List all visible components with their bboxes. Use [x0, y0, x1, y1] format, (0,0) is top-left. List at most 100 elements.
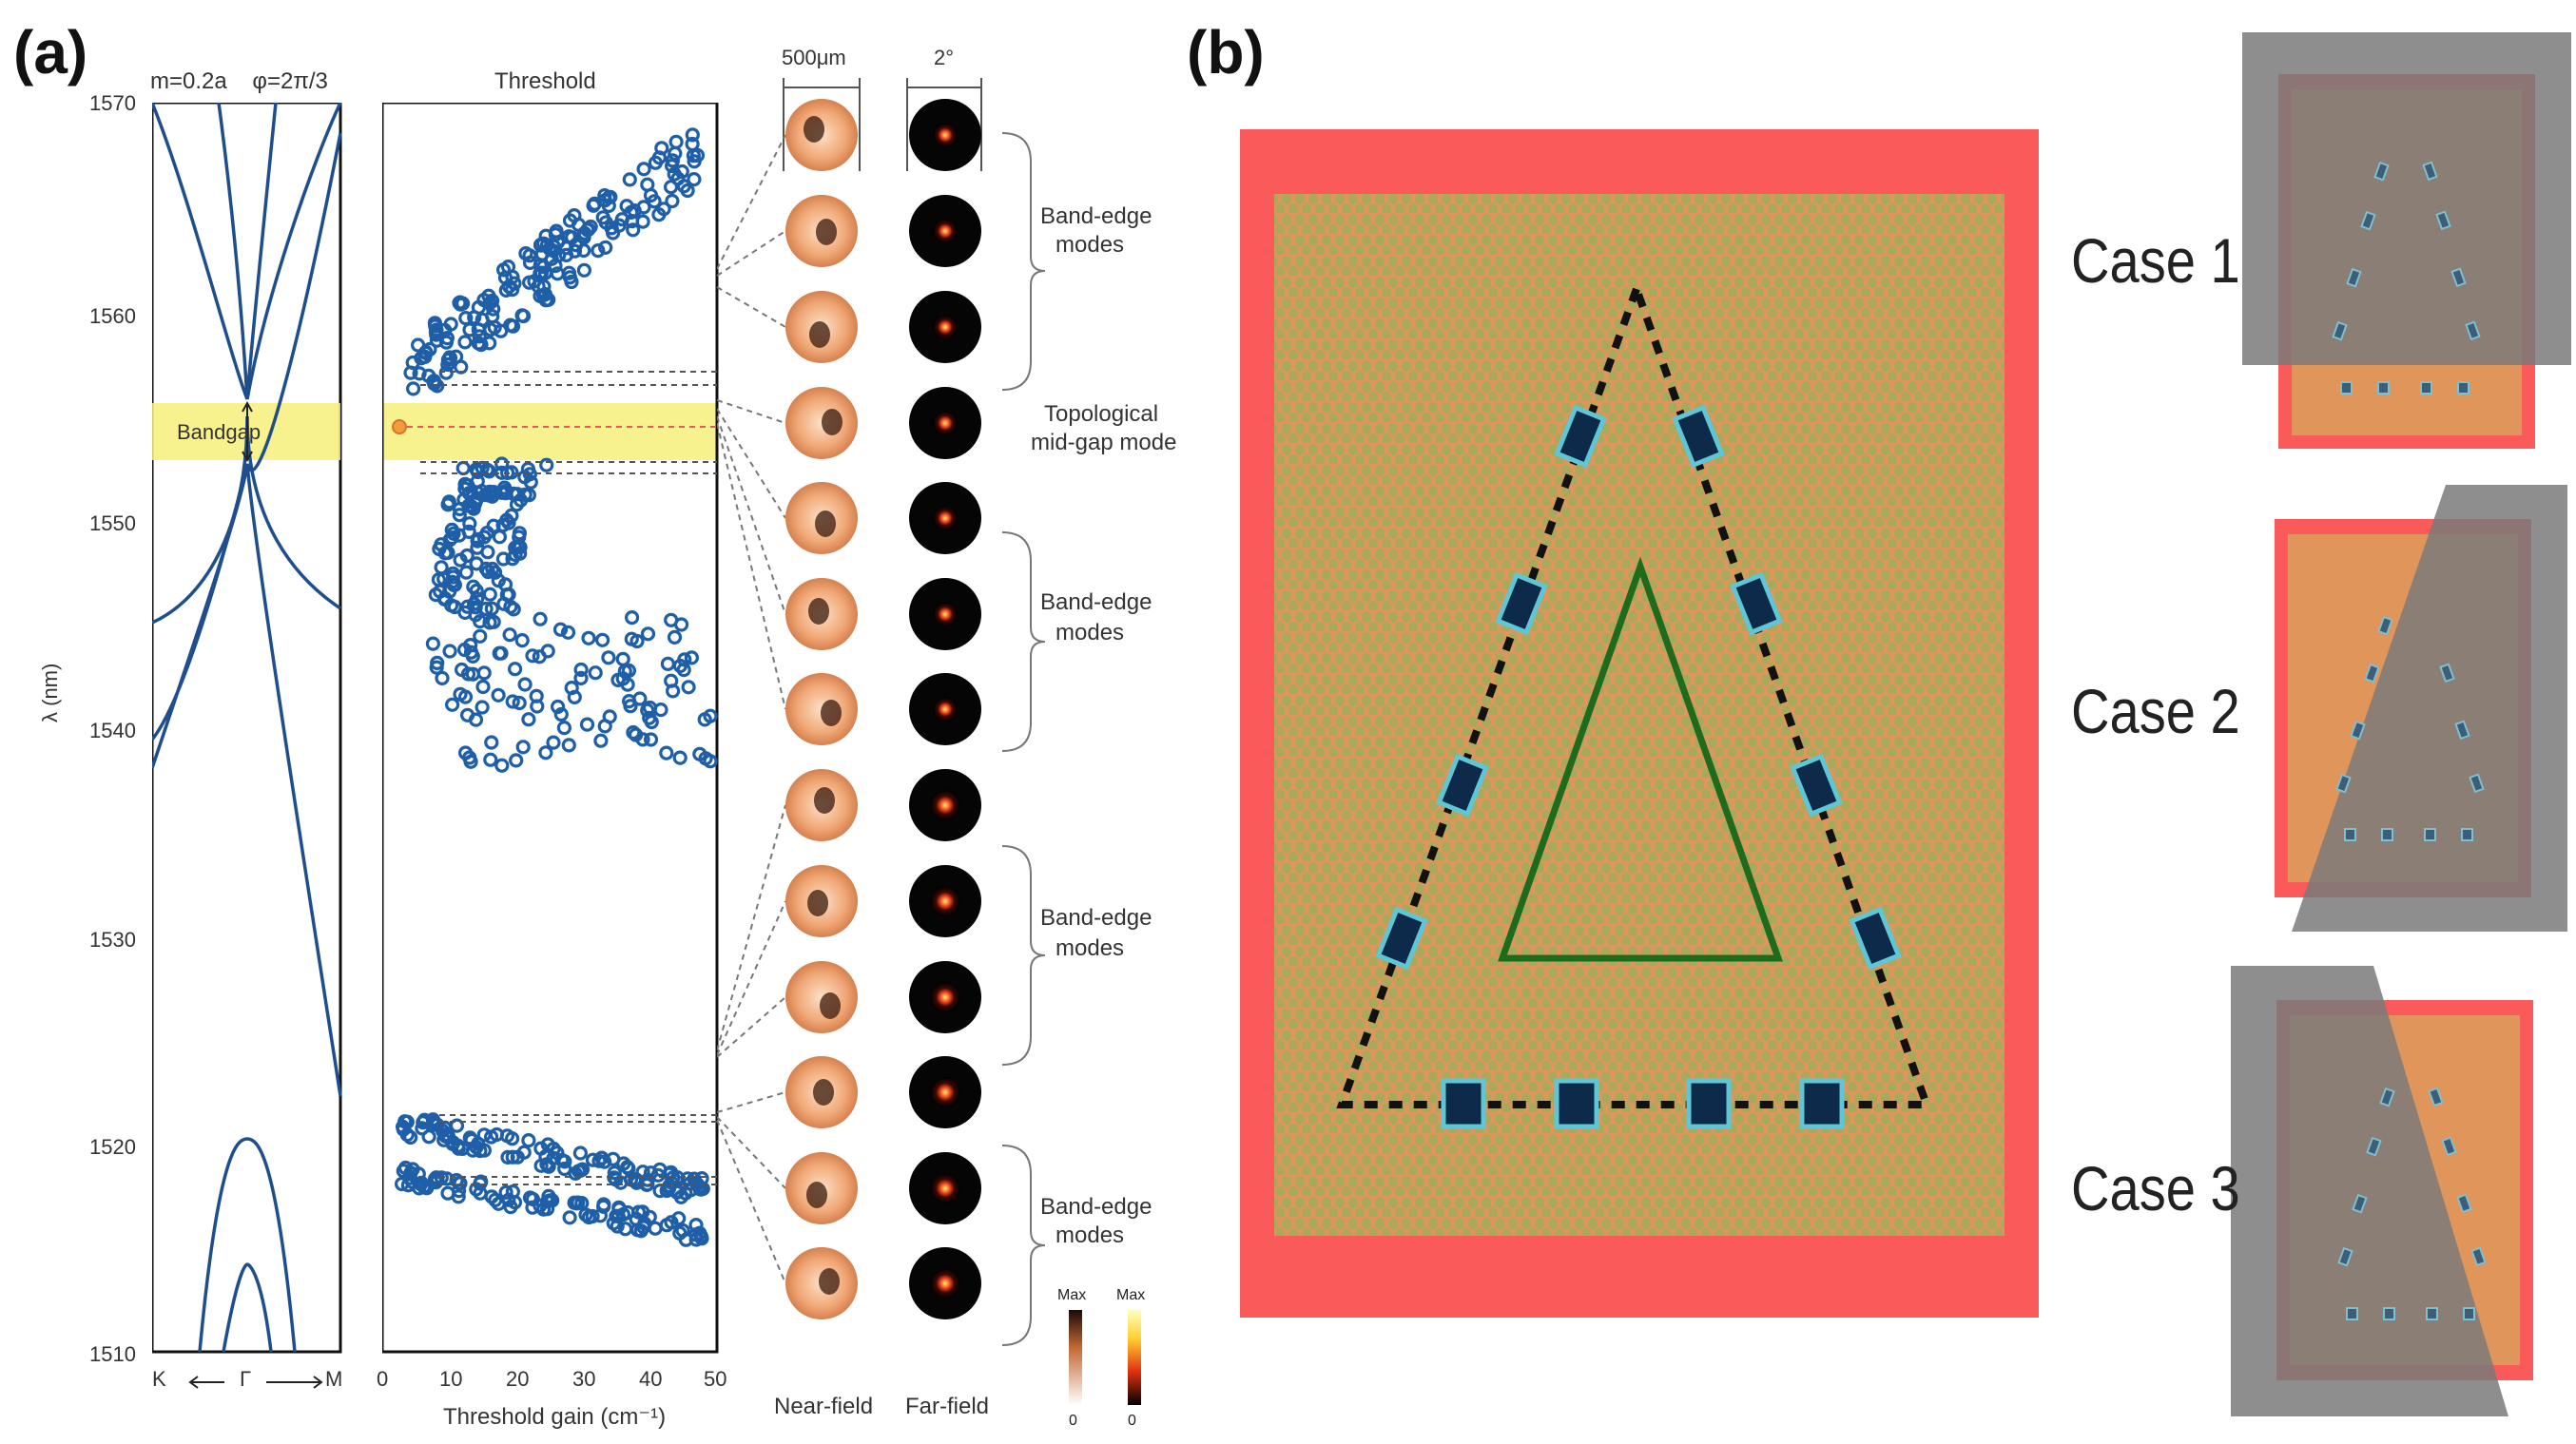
k-label: K: [152, 1367, 166, 1391]
scatter-point: [546, 243, 561, 259]
scatter-point: [625, 609, 640, 626]
scatter-point: [484, 601, 499, 616]
scatter-point: [576, 242, 591, 259]
scatter-point: [556, 720, 571, 736]
case-3-thumbnail: [2231, 966, 2533, 1416]
scatter-point: [494, 758, 510, 773]
scatter-point: [470, 464, 486, 480]
scatter-point: [452, 1175, 467, 1191]
scatter-point: [457, 689, 474, 704]
scatter-point: [500, 1149, 515, 1165]
mode-connector: [717, 230, 786, 277]
scatter-point: [427, 1117, 442, 1132]
scatter-point: [463, 645, 479, 660]
scatter-point: [648, 1221, 663, 1236]
near-field-node: [807, 890, 828, 916]
scatter-point: [636, 162, 651, 177]
panel-a-label: (a): [13, 18, 88, 87]
scatter-point: [509, 753, 524, 768]
far-field-spot: [930, 790, 960, 820]
scatter-point: [648, 155, 663, 170]
scatter-point: [459, 707, 475, 722]
scatter-point: [615, 651, 630, 667]
near-field-node: [816, 219, 837, 245]
y-axis-label: λ (nm): [38, 663, 62, 722]
scatter-point: [413, 1176, 429, 1192]
case-2-label: Case 2: [2071, 676, 2240, 746]
scatter-point: [671, 1211, 687, 1226]
scatter-point: [452, 508, 467, 523]
scatter-point: [397, 1160, 414, 1176]
mode-connector: [717, 134, 786, 270]
scatter-point: [546, 735, 561, 750]
mode-connector: [717, 1116, 786, 1189]
scatter-point: [469, 591, 485, 606]
scatter-point: [537, 265, 552, 280]
scatter-point: [595, 210, 610, 225]
scatter-point: [435, 670, 450, 686]
scatter-point: [622, 172, 637, 187]
scatter-point: [579, 717, 595, 732]
m-label: M: [325, 1367, 343, 1391]
scatter-point: [476, 293, 492, 308]
scatter-point: [437, 1127, 453, 1143]
mode-connector: [717, 1091, 786, 1113]
scatter-point: [533, 611, 548, 626]
scatter-point: [460, 666, 476, 682]
scatter-point: [472, 329, 487, 344]
scatter-point: [664, 673, 679, 688]
scatter-point: [636, 200, 651, 215]
scatter-point: [557, 1161, 572, 1177]
scatter-point: [554, 1152, 570, 1167]
group-label: Band-edge: [1040, 203, 1152, 229]
scatter-point: [630, 1204, 647, 1220]
scatter-point: [536, 279, 552, 294]
scatter-point: [668, 134, 684, 149]
scatter-point: [672, 750, 688, 765]
scatter-point: [478, 601, 494, 617]
scatter-point: [489, 1126, 505, 1143]
far-field-spot: [933, 506, 958, 530]
scatter-point: [491, 687, 506, 703]
scatter-point: [521, 1132, 536, 1148]
scatter-point: [455, 1141, 471, 1157]
y-tick: 1530: [89, 928, 136, 952]
scatter-point: [506, 602, 521, 617]
scatter-point: [667, 629, 683, 645]
near-field-node: [814, 787, 835, 814]
scatter-point: [562, 1210, 577, 1225]
scatter-point: [498, 484, 513, 499]
scatter-point: [469, 556, 484, 571]
bandgap-label: Bandgap: [177, 420, 261, 444]
scatter-point: [428, 1174, 444, 1190]
scatter-point: [473, 628, 488, 644]
far-field-spot: [930, 1077, 960, 1107]
scatter-point: [395, 1176, 410, 1192]
guide-lines: [407, 371, 717, 1185]
scatter-point: [624, 631, 639, 646]
scatter-point: [681, 680, 696, 695]
scatter-point: [621, 663, 636, 679]
case-1-thumbnail: [2242, 32, 2571, 449]
scatter-point: [438, 365, 454, 380]
near-field-node: [804, 116, 824, 143]
scatter-point: [581, 630, 596, 645]
scatter-point: [494, 645, 509, 661]
scatter-point: [469, 1140, 484, 1155]
threshold-scatter-plot: [382, 103, 719, 1354]
scatter-point: [588, 665, 603, 681]
scatter-point: [515, 740, 531, 755]
scatter-point: [585, 1208, 600, 1224]
scatter-point: [618, 1222, 633, 1237]
near-scale-label: 500μm: [782, 46, 846, 69]
scatter-point: [461, 498, 476, 513]
scatter-point: [429, 660, 444, 675]
scatter-point: [529, 688, 544, 703]
near-field-node: [822, 409, 843, 435]
gamma-label: Γ: [240, 1367, 252, 1391]
scatter-point: [476, 665, 492, 681]
k-gamma-m-arrows: [188, 1376, 323, 1389]
scatter-point: [505, 694, 520, 709]
near-field-node: [813, 1079, 834, 1106]
scatter-point: [687, 171, 702, 187]
